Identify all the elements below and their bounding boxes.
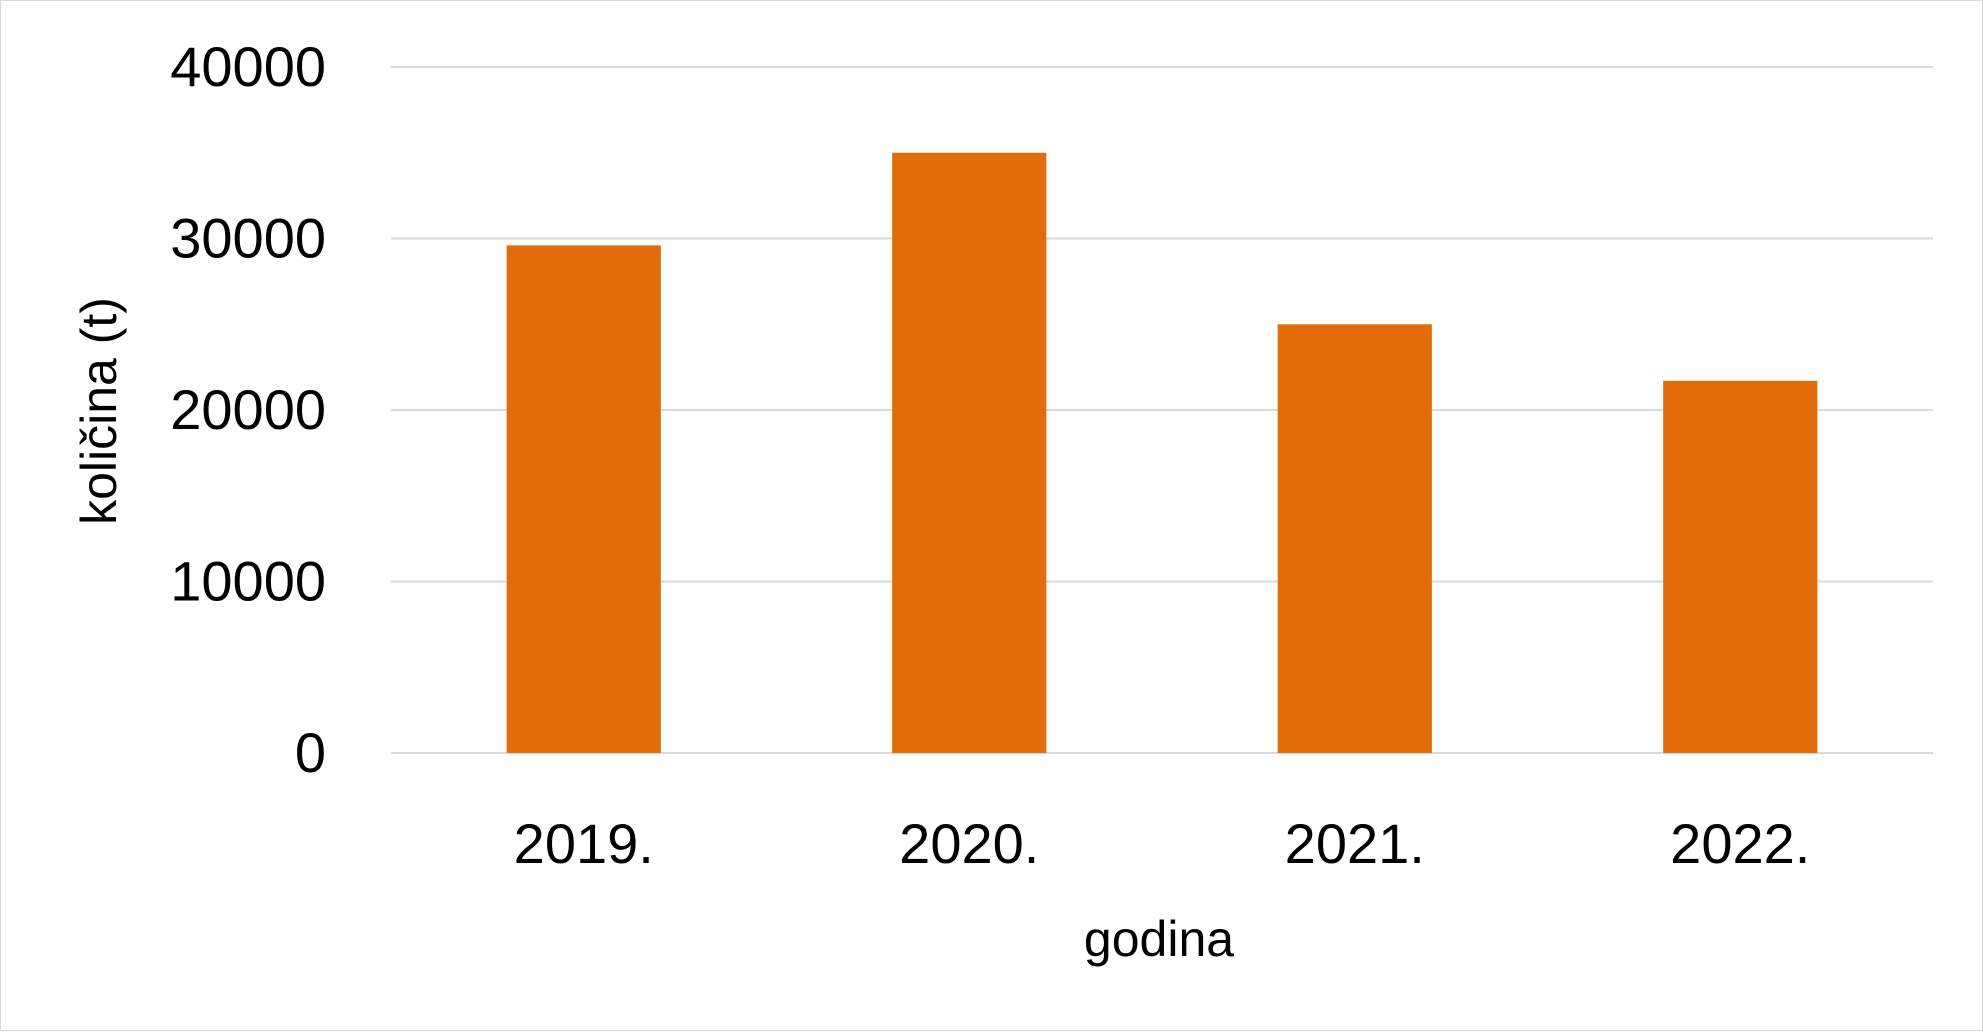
y-tick-label: 0 xyxy=(295,721,326,784)
y-tick-label: 40000 xyxy=(170,35,326,98)
y-tick-label: 10000 xyxy=(170,550,326,613)
x-axis-title: godina xyxy=(1084,911,1234,967)
bar-2022 xyxy=(1663,380,1818,753)
y-tick-label: 30000 xyxy=(170,207,326,270)
x-tick-label: 2022. xyxy=(1670,812,1810,875)
bar-2021 xyxy=(1277,324,1432,753)
y-axis-title: količina (t) xyxy=(71,297,127,525)
x-tick-label: 2020. xyxy=(899,812,1039,875)
y-axis-tick-labels: 0 10000 20000 30000 40000 xyxy=(170,35,326,784)
bars xyxy=(506,152,1818,754)
bar-2020 xyxy=(892,152,1047,753)
x-tick-label: 2019. xyxy=(514,812,654,875)
y-tick-label: 20000 xyxy=(170,378,326,441)
bar-2019 xyxy=(506,245,661,754)
x-axis-tick-labels: 2019. 2020. 2021. 2022. xyxy=(514,812,1811,875)
x-tick-label: 2021. xyxy=(1285,812,1425,875)
